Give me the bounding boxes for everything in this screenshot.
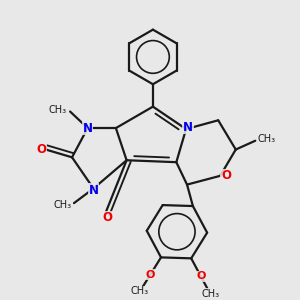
Text: O: O <box>196 272 206 281</box>
Text: N: N <box>82 122 93 135</box>
Text: N: N <box>88 184 98 197</box>
Text: O: O <box>102 211 112 224</box>
Text: O: O <box>37 143 47 156</box>
Text: CH₃: CH₃ <box>257 134 275 144</box>
Text: CH₃: CH₃ <box>48 105 66 115</box>
Text: CH₃: CH₃ <box>131 286 149 296</box>
Text: O: O <box>146 270 155 280</box>
Text: O: O <box>221 169 231 182</box>
Text: CH₃: CH₃ <box>54 200 72 210</box>
Text: N: N <box>183 121 193 134</box>
Text: CH₃: CH₃ <box>201 289 219 298</box>
